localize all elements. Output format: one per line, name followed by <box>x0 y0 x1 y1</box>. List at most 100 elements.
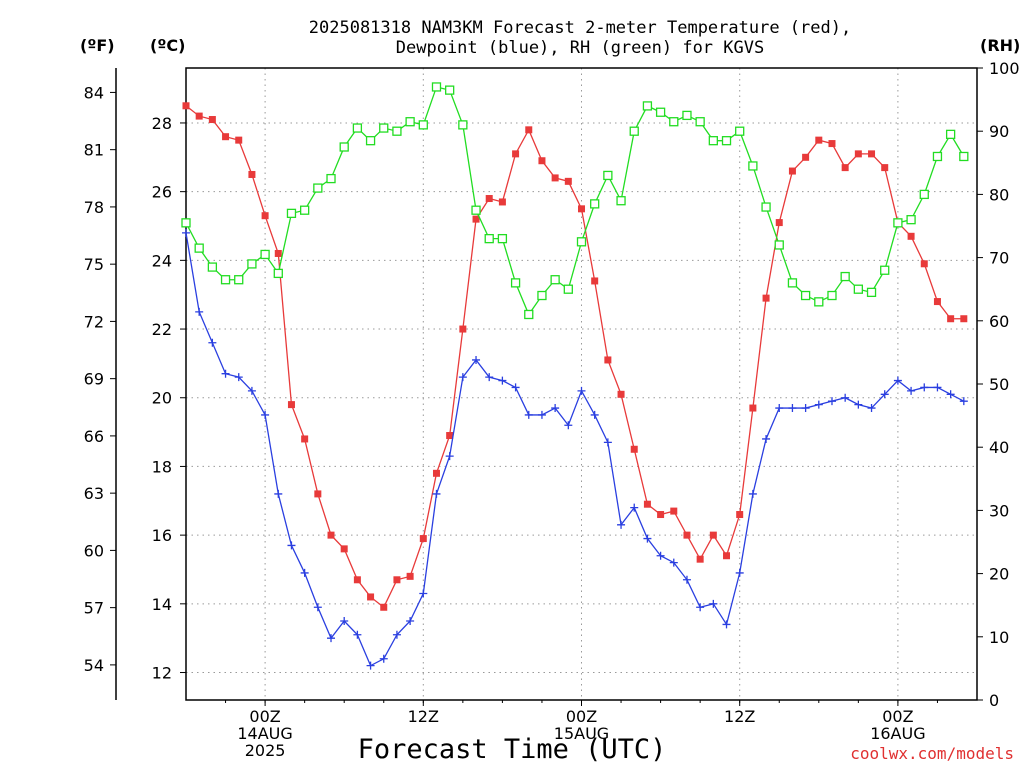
dewpoint-point <box>511 383 520 392</box>
dewpoint-point <box>682 575 691 584</box>
dewpoint-line <box>185 232 965 667</box>
rh-point <box>181 218 191 228</box>
temperature-point <box>683 531 691 539</box>
dewpoint-point <box>551 404 560 413</box>
rh-point <box>761 202 771 212</box>
dewpoint-point <box>814 400 823 409</box>
rh-point <box>682 110 692 121</box>
temperature-point <box>881 164 889 172</box>
temperature-point <box>432 469 440 477</box>
x-tick-label: 12Z <box>408 707 439 726</box>
temperature-point <box>868 150 876 158</box>
dewpoint-point <box>498 376 507 385</box>
temperature-point <box>802 153 810 161</box>
rh-point <box>484 233 494 244</box>
rh-point <box>840 271 850 282</box>
rh-tick-label: 0 <box>989 691 999 710</box>
fahrenheit-tick-label: 60 <box>84 541 104 560</box>
dewpoint-point <box>327 634 336 643</box>
rh-point <box>695 117 705 127</box>
dewpoint-point <box>854 400 863 409</box>
rh-tick-label: 10 <box>989 628 1009 647</box>
temperature-point <box>406 572 414 580</box>
temperature-point <box>182 102 190 110</box>
source-credit: coolwx.com/models <box>850 744 1014 763</box>
temperature-point <box>723 552 731 560</box>
rh-tick-label: 30 <box>989 501 1009 520</box>
temperature-point <box>670 507 678 515</box>
rh-point <box>866 287 877 298</box>
temperature-point <box>472 215 480 223</box>
rh-point <box>379 123 389 133</box>
rh-point <box>352 123 363 133</box>
temperature-point <box>274 249 282 257</box>
temperature-point <box>287 401 295 409</box>
dewpoint-point <box>524 410 533 419</box>
dewpoint-point <box>221 369 230 378</box>
rh-point <box>576 237 587 247</box>
temperature-point <box>551 174 559 182</box>
rh-point <box>510 278 521 288</box>
temperature-point <box>498 198 506 206</box>
temperature-point <box>578 205 585 213</box>
celsius-tick-label: 16 <box>152 526 172 545</box>
dewpoint-point <box>841 393 850 402</box>
temperature-point <box>261 212 269 220</box>
rh-point <box>721 136 732 146</box>
fahrenheit-tick-label: 75 <box>84 255 104 274</box>
rh-point <box>247 259 257 269</box>
temperature-point <box>920 260 928 268</box>
rh-point <box>286 208 297 219</box>
x-tick-label: 00Z <box>882 707 913 726</box>
dewpoint-point <box>893 376 902 385</box>
celsius-tick-label: 22 <box>152 320 172 339</box>
rh-point <box>418 120 428 130</box>
chart-title-line-1: 2025081318 NAM3KM Forecast 2-meter Tempe… <box>308 18 852 38</box>
rh-point <box>431 82 442 92</box>
dewpoint-point <box>946 390 955 399</box>
fahrenheit-tick-label: 63 <box>84 484 104 503</box>
celsius-tick-label: 26 <box>152 183 172 202</box>
rh-point <box>748 161 758 171</box>
rh-point <box>207 262 218 272</box>
rh-point <box>827 290 837 301</box>
x-tick-label: 12Z <box>724 707 755 726</box>
dewpoint-point <box>419 589 428 598</box>
rh-point <box>445 85 455 95</box>
rh-point <box>405 117 415 127</box>
dewpoint-point <box>392 630 401 639</box>
temperature-point <box>538 157 546 165</box>
temperature-point <box>327 531 335 539</box>
celsius-unit-label: (ºC) <box>150 36 186 55</box>
dewpoint-point <box>445 452 454 461</box>
temperature-point <box>775 219 783 227</box>
rh-point <box>471 205 481 215</box>
dewpoint-point <box>801 404 810 413</box>
x-axis-label: Forecast Time (UTC) <box>357 734 667 765</box>
celsius-tick-label: 12 <box>152 664 172 683</box>
fahrenheit-unit-label: (ºF) <box>80 36 115 55</box>
rh-unit-label: (RH) <box>980 36 1021 55</box>
dewpoint-point <box>933 383 942 392</box>
rh-point <box>932 151 943 162</box>
rh-point <box>735 126 745 136</box>
rh-point <box>906 215 916 225</box>
rh-point <box>629 126 639 136</box>
dewpoint-point <box>261 410 270 419</box>
rh-point <box>299 205 310 215</box>
rh-point <box>537 290 547 301</box>
temperature-point <box>657 511 665 519</box>
rh-point <box>339 142 349 152</box>
rh-point <box>497 233 508 244</box>
rh-tick-label: 80 <box>989 185 1009 204</box>
celsius-tick-label: 28 <box>152 114 172 133</box>
fahrenheit-tick-label: 66 <box>84 427 104 446</box>
dewpoint-point <box>617 520 626 529</box>
temperature-point <box>947 315 955 323</box>
x-tick-label: 14AUG <box>237 724 292 743</box>
rh-point <box>774 240 784 250</box>
dewpoint-point <box>379 654 388 663</box>
rh-point <box>458 120 468 130</box>
dewpoint-point <box>472 355 481 364</box>
